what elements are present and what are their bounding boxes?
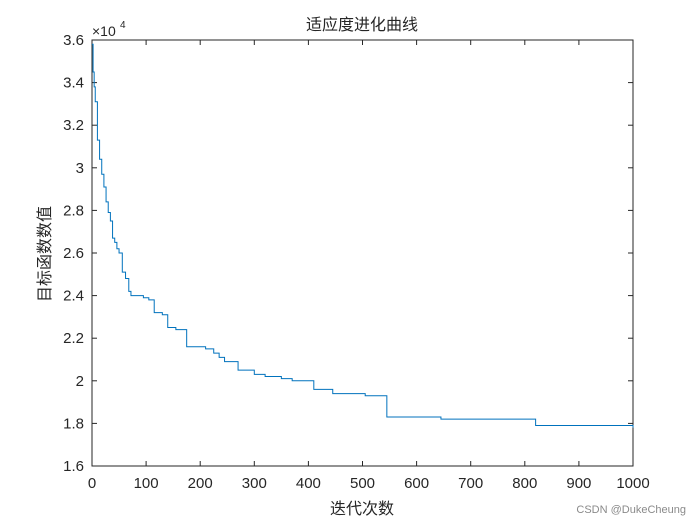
- x-tick-label: 800: [512, 475, 537, 492]
- axes-box: [91, 39, 634, 467]
- y-tick-label: 3.6: [63, 32, 84, 49]
- y-axis-title: 目标函数数值: [35, 206, 54, 302]
- x-tick-label: 200: [188, 475, 213, 492]
- y-tick-label: 2: [76, 373, 84, 390]
- series-line: [92, 43, 634, 428]
- chart-title: 适应度进化曲线: [306, 15, 418, 34]
- x-tick-label: 300: [242, 475, 267, 492]
- y-tick-label: 2.2: [63, 330, 84, 347]
- y-tick-label: 2.6: [63, 245, 84, 262]
- y-tick-label: 3.4: [63, 75, 84, 92]
- plot-area: 0 100 200 300 400 500 600 700 800 900 1000 1.6 1.8 2 2…: [63, 32, 650, 492]
- y-tick-label: 2.4: [63, 288, 84, 305]
- y-tick-label: 1.8: [63, 415, 84, 432]
- x-tick-label: 400: [296, 475, 321, 492]
- y-tick-label: 1.6: [63, 458, 84, 475]
- x-tick-label: 0: [88, 475, 96, 492]
- x-tick-label: 900: [566, 475, 591, 492]
- x-tick-label: 700: [458, 475, 483, 492]
- y-axis-exponent-base: ×10: [92, 23, 116, 39]
- x-tick-label: 500: [350, 475, 375, 492]
- y-tick-label: 2.8: [63, 202, 84, 219]
- y-axis-exponent-power: 4: [120, 20, 126, 31]
- x-tick-label: 1000: [616, 475, 649, 492]
- y-tick-label: 3.2: [63, 117, 84, 134]
- y-tick-label: 3: [76, 160, 84, 177]
- x-tick-label: 600: [404, 475, 429, 492]
- x-tick-label: 100: [134, 475, 159, 492]
- x-axis-title: 迭代次数: [330, 499, 394, 518]
- watermark-text: CSDN @DukeCheung: [576, 504, 686, 516]
